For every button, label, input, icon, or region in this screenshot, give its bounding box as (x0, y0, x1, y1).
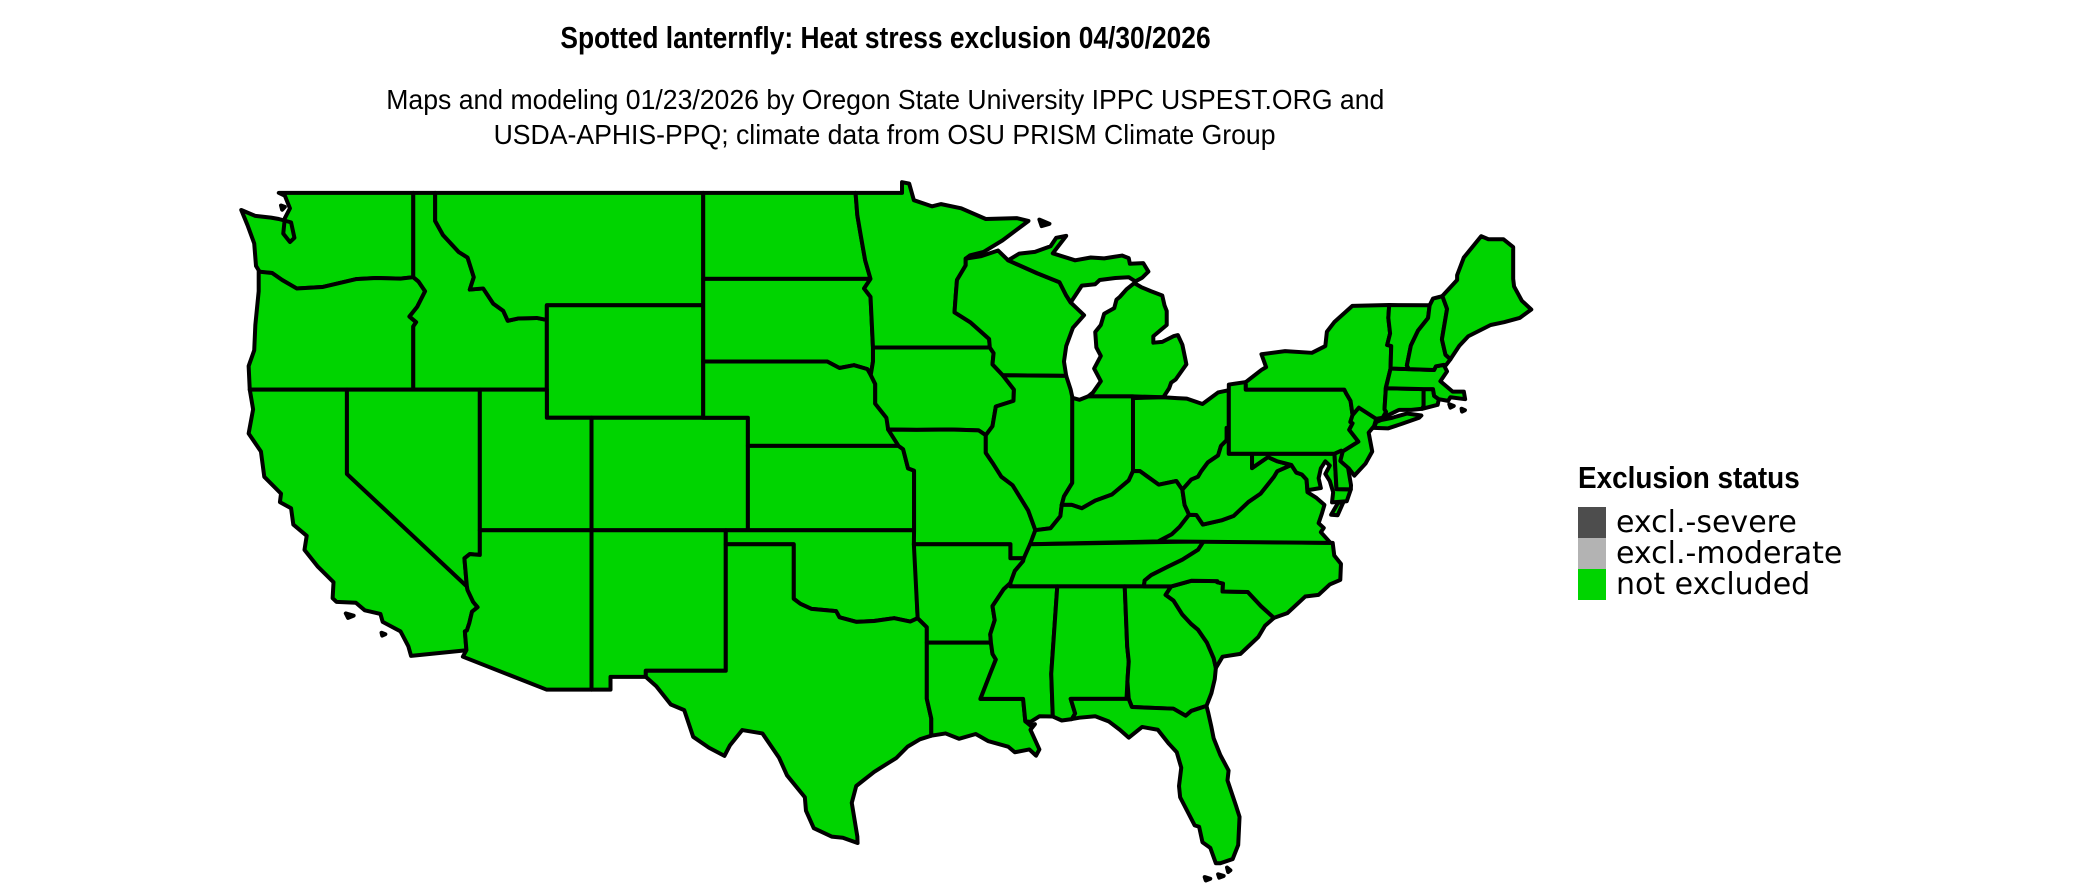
legend-title: Exclusion status (1578, 460, 1800, 495)
state-nd: North Dakota (703, 193, 870, 279)
state-nc: North Carolina (1144, 541, 1341, 617)
legend-item-not-excluded: not excluded (1578, 569, 2018, 600)
subtitle-line-1: Maps and modeling 01/23/2026 by Oregon S… (385, 84, 1385, 115)
state-wy: Wyoming (547, 305, 703, 417)
state-md: Maryland (1252, 454, 1351, 503)
legend: Exclusion status excl.-severe excl.-mode… (1578, 460, 2018, 600)
subtitle-line-2: USDA-APHIS-PPQ; climate data from OSU PR… (494, 119, 1276, 150)
state-nj: New Jersey (1340, 408, 1376, 476)
state-tx: Texas (646, 544, 931, 843)
state-me: Maine (1442, 236, 1531, 359)
state-co: Colorado (592, 418, 748, 530)
state-az: Arizona (463, 530, 592, 689)
legend-label-not-excluded: not excluded (1616, 567, 1811, 602)
state-ks: Kansas (748, 446, 914, 530)
legend-item-severe: excl.-severe (1578, 507, 2018, 538)
page-title: Spotted lanternfly: Heat stress exclusio… (559, 20, 1211, 55)
state-ma: Massachusetts (1386, 365, 1465, 412)
legend-item-moderate: excl.-moderate (1578, 538, 2018, 569)
state-nm: New Mexico (592, 530, 726, 689)
legend-label-moderate: excl.-moderate (1616, 536, 1843, 571)
legend-label-severe: excl.-severe (1616, 505, 1797, 540)
legend-swatch-severe (1578, 507, 1606, 538)
legend-swatch-moderate (1578, 538, 1606, 569)
state-mi: Michigan (1008, 220, 1186, 398)
legend-swatch-not-excluded (1578, 569, 1606, 600)
us-states-map: WashingtonOregonCaliforniaIdahoNevadaMon… (233, 176, 1542, 890)
state-or: Oregon (249, 272, 425, 390)
state-fl: Florida (1071, 699, 1240, 881)
state-pa: Pennsylvania (1229, 382, 1359, 454)
